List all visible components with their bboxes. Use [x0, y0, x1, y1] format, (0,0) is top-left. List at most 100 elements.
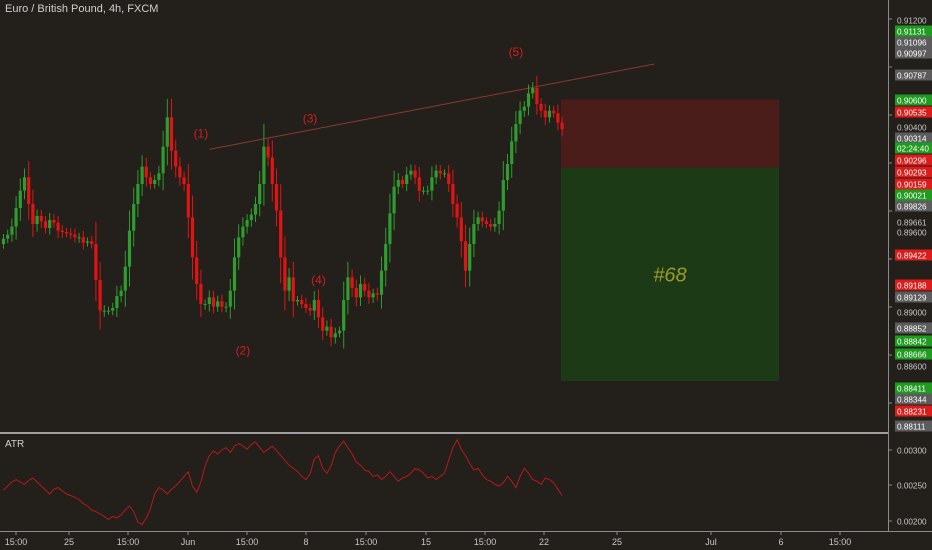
time-axis-label: 15:00	[117, 537, 140, 547]
candle-body	[6, 234, 10, 239]
candle-body	[547, 110, 552, 118]
price-axis-label: 0.90400	[897, 124, 927, 133]
candle-body	[182, 177, 186, 184]
candle-body	[207, 297, 211, 304]
candle-body	[119, 290, 123, 296]
candle-body	[300, 300, 304, 304]
price-axis-label: 0.90997	[897, 50, 927, 59]
time-axis-label: 15:00	[236, 537, 259, 547]
candle-body	[526, 93, 531, 107]
candle-body	[106, 310, 111, 312]
candle-body	[291, 277, 295, 302]
candle-body	[262, 146, 266, 184]
candle-body	[18, 190, 22, 208]
candle-body	[73, 234, 77, 238]
candle-body	[1, 238, 6, 244]
atr-axis-label: 0.00300	[897, 447, 927, 456]
take-profit-zone	[561, 167, 779, 382]
price-axis-label: 0.90296	[897, 157, 927, 166]
time-axis-label: 15	[421, 537, 431, 547]
candle-body	[472, 224, 476, 244]
candle-body	[501, 180, 505, 211]
candle-body	[35, 216, 39, 224]
candle-body	[270, 157, 274, 184]
candle-body	[161, 146, 165, 174]
candle-body	[85, 241, 90, 243]
candle-body	[232, 257, 237, 291]
candle-body	[497, 210, 501, 224]
price-axis-label: 0.89188	[897, 282, 927, 291]
price-axis-label: 0.91200	[897, 17, 927, 26]
candle-body	[60, 230, 64, 232]
price-label-badge	[895, 166, 932, 178]
candle-body	[245, 220, 249, 227]
candle-body	[417, 177, 421, 191]
candles	[1, 75, 564, 349]
candle-body	[434, 170, 438, 178]
candle-body	[543, 110, 547, 118]
candle-body	[392, 186, 396, 214]
price-axis-label: 0.88411	[897, 385, 926, 394]
candle-body	[337, 330, 342, 334]
candle-body	[480, 217, 484, 222]
candle-body	[224, 306, 228, 308]
price-label-badge	[895, 405, 932, 417]
candle-body	[535, 88, 539, 104]
candle-body	[484, 221, 489, 224]
candle-body	[144, 166, 148, 178]
price-axis-label: 0.90021	[897, 192, 927, 201]
candle-body	[283, 257, 287, 291]
price-axis-label: 02:24:40	[897, 145, 929, 154]
trend-line	[209, 63, 655, 150]
price-label-badge	[895, 25, 932, 37]
candle-body	[203, 304, 207, 305]
candle-body	[560, 122, 564, 130]
candle-body	[81, 237, 85, 243]
time-axis-label: 8	[303, 537, 308, 547]
candle-body	[27, 177, 31, 204]
wave-label: (3)	[303, 112, 318, 126]
price-label-badge	[895, 335, 932, 347]
candle-body	[493, 224, 497, 227]
candle-body	[127, 230, 132, 267]
candle-body	[274, 184, 279, 211]
trade-id-label: #68	[653, 264, 686, 286]
price-axis-label: 0.90787	[897, 72, 927, 81]
price-axis-label: 0.88600	[897, 363, 927, 372]
candle-body	[115, 296, 119, 308]
atr-indicator-label[interactable]: ATR	[5, 439, 25, 450]
candle-body	[211, 297, 216, 307]
candle-body	[476, 217, 480, 224]
candle-body	[31, 204, 35, 224]
candle-body	[371, 293, 375, 298]
time-axis-label: Jul	[705, 537, 717, 547]
candle-body	[329, 326, 333, 338]
candle-body	[350, 277, 354, 288]
price-axis-label: 0.90535	[897, 109, 927, 118]
time-axis-label: 15:00	[829, 537, 852, 547]
candle-body	[346, 277, 350, 300]
price-axis-label: 0.88666	[897, 351, 927, 360]
candle-body	[64, 232, 69, 234]
time-axis-label: 6	[778, 537, 783, 547]
time-axis-label: 15:00	[474, 537, 497, 547]
candle-body	[552, 110, 556, 114]
candle-body	[333, 333, 337, 338]
candle-body	[69, 233, 73, 235]
atr-axis-label: 0.00200	[897, 518, 927, 527]
candle-body	[153, 180, 157, 184]
candle-body	[98, 280, 102, 311]
price-label-badge	[895, 382, 932, 394]
candle-body	[148, 177, 153, 184]
candle-body	[459, 217, 463, 242]
candle-body	[94, 244, 98, 280]
candle-body	[216, 301, 220, 307]
candle-body	[90, 241, 94, 244]
time-axis-label: Jun	[181, 537, 196, 547]
price-axis-label: 0.90314	[897, 135, 927, 144]
price-axis-label: 0.89600	[897, 229, 927, 238]
price-label-badge	[895, 291, 932, 303]
candle-body	[199, 284, 203, 304]
candle-body	[102, 310, 106, 312]
